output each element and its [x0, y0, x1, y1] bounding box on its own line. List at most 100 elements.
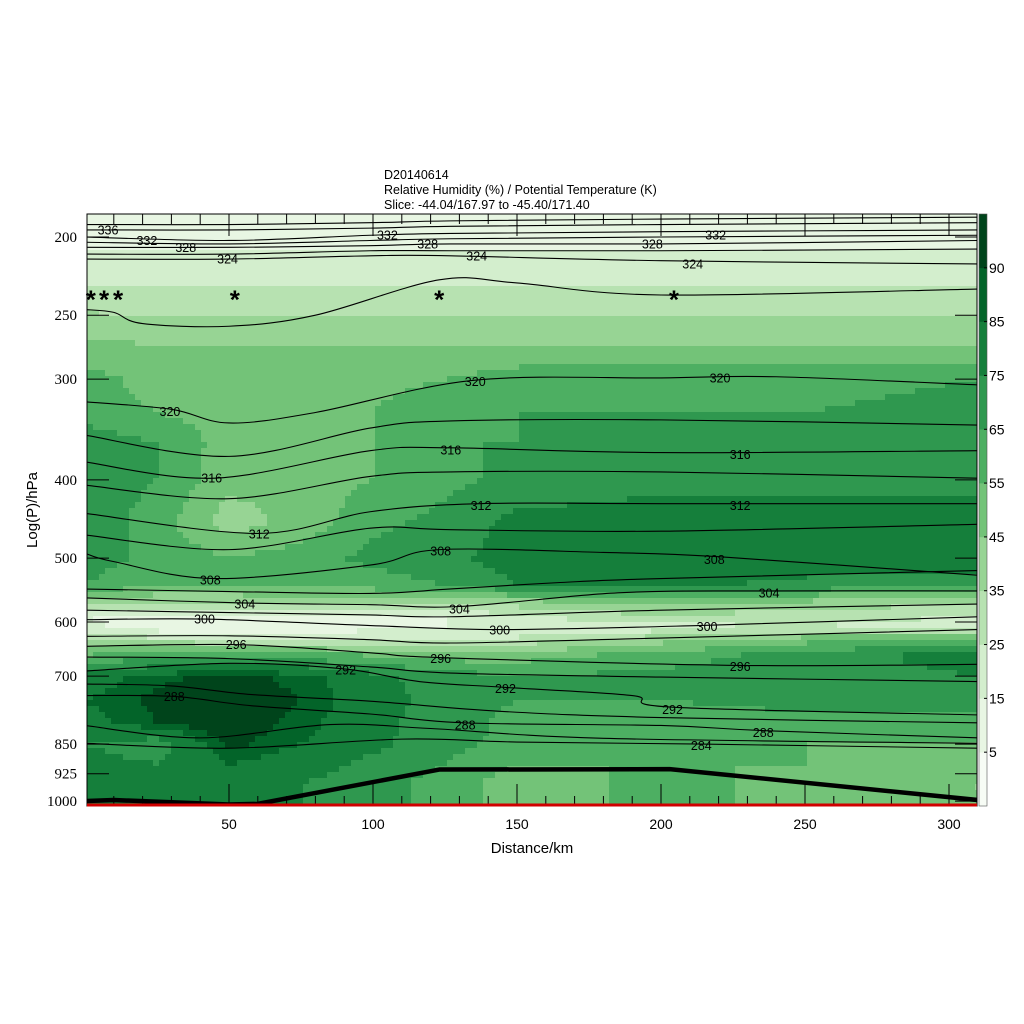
rh-cell: [495, 328, 502, 335]
rh-cell: [849, 352, 856, 359]
rh-cell: [813, 382, 820, 389]
rh-cell: [465, 406, 472, 413]
rh-cell: [201, 394, 208, 401]
rh-cell: [453, 238, 460, 245]
rh-cell: [123, 274, 130, 281]
rh-cell: [927, 256, 934, 263]
rh-cell: [117, 376, 124, 383]
rh-cell: [267, 340, 274, 347]
rh-cell: [861, 214, 868, 221]
rh-cell: [435, 346, 442, 353]
rh-cell: [741, 226, 748, 233]
rh-cell: [795, 364, 802, 371]
rh-cell: [177, 412, 184, 419]
rh-cell: [141, 226, 148, 233]
rh-cell: [489, 334, 496, 341]
rh-cell: [855, 226, 862, 233]
rh-cell: [735, 244, 742, 251]
rh-cell: [969, 400, 976, 407]
rh-cell: [705, 364, 712, 371]
rh-cell: [363, 340, 370, 347]
rh-cell: [405, 250, 412, 257]
rh-cell: [519, 250, 526, 257]
rh-cell: [579, 346, 586, 353]
rh-cell: [273, 232, 280, 239]
rh-cell: [585, 388, 592, 395]
rh-cell: [711, 220, 718, 227]
rh-cell: [339, 298, 346, 305]
rh-cell: [93, 370, 100, 377]
rh-cell: [105, 310, 112, 317]
rh-cell: [441, 376, 448, 383]
rh-cell: [153, 280, 160, 287]
rh-cell: [375, 238, 382, 245]
rh-cell: [315, 382, 322, 389]
rh-cell: [405, 394, 412, 401]
rh-cell: [681, 220, 688, 227]
rh-cell: [99, 322, 106, 329]
rh-cell: [561, 286, 568, 293]
rh-cell: [795, 376, 802, 383]
rh-cell: [975, 322, 977, 329]
rh-cell: [165, 274, 172, 281]
rh-cell: [345, 322, 352, 329]
rh-cell: [651, 250, 658, 257]
rh-cell: [243, 406, 250, 413]
rh-cell: [627, 280, 634, 287]
rh-cell: [795, 280, 802, 287]
rh-cell: [465, 256, 472, 263]
rh-cell: [561, 406, 568, 413]
rh-cell: [849, 358, 856, 365]
rh-cell: [705, 406, 712, 413]
rh-cell: [219, 274, 226, 281]
rh-cell: [159, 388, 166, 395]
rh-cell: [417, 352, 424, 359]
rh-cell: [897, 280, 904, 287]
rh-cell: [687, 376, 694, 383]
rh-cell: [453, 226, 460, 233]
rh-cell: [213, 388, 220, 395]
rh-cell: [507, 256, 514, 263]
rh-cell: [591, 370, 598, 377]
rh-cell: [867, 310, 874, 317]
rh-cell: [405, 400, 412, 407]
rh-cell: [915, 382, 922, 389]
rh-cell: [87, 304, 94, 311]
rh-cell: [633, 232, 640, 239]
rh-cell: [879, 226, 886, 233]
rh-cell: [555, 364, 562, 371]
rh-cell: [609, 220, 616, 227]
rh-cell: [315, 346, 322, 353]
rh-cell: [435, 238, 442, 245]
rh-cell: [621, 334, 628, 341]
rh-cell: [399, 256, 406, 263]
rh-cell: [795, 232, 802, 239]
rh-cell: [915, 334, 922, 341]
rh-cell: [657, 400, 664, 407]
rh-cell: [651, 352, 658, 359]
rh-cell: [399, 412, 406, 419]
rh-cell: [423, 358, 430, 365]
rh-cell: [975, 394, 977, 401]
rh-cell: [513, 244, 520, 251]
rh-cell: [477, 394, 484, 401]
rh-cell: [891, 262, 898, 269]
rh-cell: [747, 232, 754, 239]
rh-cell: [207, 232, 214, 239]
rh-cell: [351, 214, 358, 221]
rh-cell: [93, 310, 100, 317]
rh-cell: [189, 232, 196, 239]
rh-cell: [585, 328, 592, 335]
rh-cell: [495, 256, 502, 263]
rh-cell: [747, 304, 754, 311]
rh-cell: [195, 316, 202, 323]
rh-cell: [249, 394, 256, 401]
rh-cell: [801, 364, 808, 371]
rh-cell: [897, 352, 904, 359]
rh-cell: [711, 334, 718, 341]
rh-cell: [741, 214, 748, 221]
rh-cell: [909, 280, 916, 287]
rh-cell: [261, 412, 268, 419]
rh-cell: [729, 352, 736, 359]
rh-cell: [345, 394, 352, 401]
